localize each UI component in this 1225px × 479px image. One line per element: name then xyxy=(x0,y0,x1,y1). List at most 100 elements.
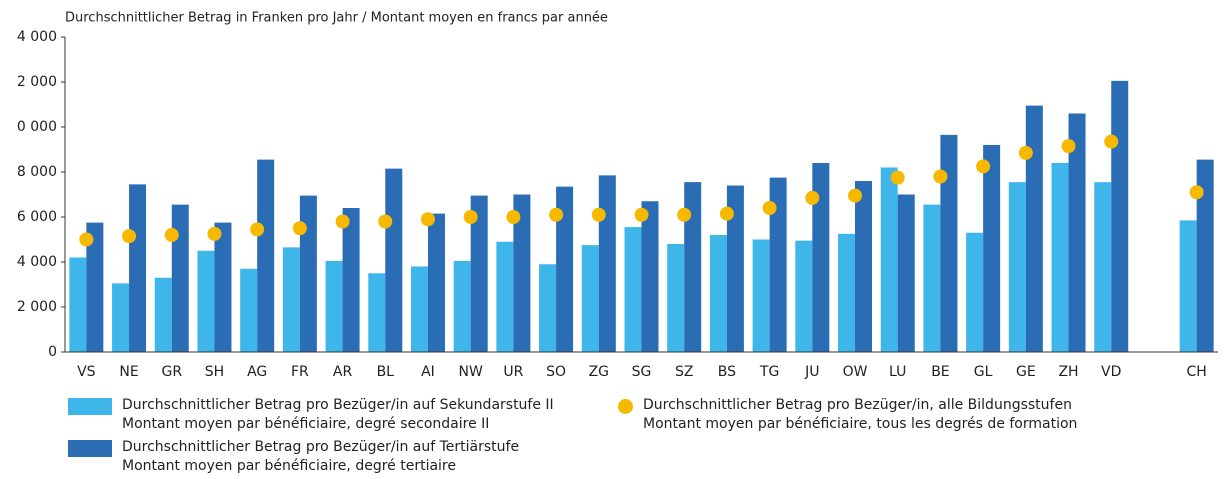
bar xyxy=(855,181,873,352)
dot xyxy=(463,210,478,224)
bar xyxy=(709,235,727,352)
bar xyxy=(299,195,317,352)
y-tick-label: 2 000 xyxy=(17,299,57,315)
bar xyxy=(641,201,659,352)
bar xyxy=(513,194,531,352)
x-tick-label: ZG xyxy=(589,364,609,380)
dot xyxy=(890,170,905,185)
legend-label: Durchschnittlicher Betrag pro Bezüger/in… xyxy=(122,397,554,432)
x-tick-label: BS xyxy=(718,364,736,380)
bar xyxy=(69,257,87,352)
x-tick-label: ZH xyxy=(1058,364,1078,380)
legend-swatch xyxy=(68,398,112,415)
bar xyxy=(282,247,300,352)
dot xyxy=(848,188,863,203)
bar xyxy=(453,260,471,352)
bar xyxy=(795,240,813,352)
x-tick-label: GR xyxy=(161,364,182,380)
dot xyxy=(805,190,820,205)
legend-label: Durchschnittlicher Betrag pro Bezüger/in… xyxy=(643,397,1078,432)
bar xyxy=(214,222,232,352)
bar xyxy=(923,204,941,352)
bar xyxy=(342,208,360,352)
bar xyxy=(325,260,343,352)
dot xyxy=(1061,139,1076,154)
bar xyxy=(197,250,215,352)
bar xyxy=(470,195,488,352)
bar xyxy=(556,186,574,352)
bar xyxy=(667,244,685,352)
bar xyxy=(427,213,445,352)
y-tick-label: 6 000 xyxy=(17,209,57,225)
dot xyxy=(634,207,649,222)
dot xyxy=(1189,185,1204,200)
dot xyxy=(933,169,948,184)
bar xyxy=(86,222,104,352)
x-tick-label: NW xyxy=(459,364,483,380)
bar xyxy=(983,145,1001,352)
legend-label: Durchschnittlicher Betrag pro Bezüger/in… xyxy=(122,439,520,474)
bar xyxy=(598,175,616,352)
x-tick-label: SO xyxy=(546,364,566,380)
x-tick-label: UR xyxy=(503,364,523,380)
y-tick-label: 4 000 xyxy=(17,254,57,270)
bar xyxy=(539,264,557,352)
x-tick-label: AI xyxy=(421,364,435,380)
bar xyxy=(368,273,386,352)
x-tick-label: AR xyxy=(333,364,353,380)
legend-swatch xyxy=(618,399,633,414)
dot xyxy=(292,221,307,236)
bar xyxy=(684,182,702,352)
x-tick-label: OW xyxy=(843,364,868,380)
bar xyxy=(940,134,958,352)
bar xyxy=(1196,159,1214,352)
bar xyxy=(812,163,830,352)
bar xyxy=(257,159,275,352)
x-tick-label: BL xyxy=(377,364,395,380)
x-tick-label: SZ xyxy=(675,364,693,380)
dot xyxy=(335,214,350,229)
bar xyxy=(1051,163,1069,352)
dot xyxy=(420,212,435,227)
x-tick-label: VD xyxy=(1101,364,1121,380)
bar xyxy=(154,277,172,352)
bar xyxy=(171,204,189,352)
x-tick-label: CH xyxy=(1186,364,1206,380)
dot xyxy=(164,228,179,242)
dot xyxy=(591,207,606,222)
bar xyxy=(496,241,514,352)
chart-title: Durchschnittlicher Betrag in Franken pro… xyxy=(65,11,608,26)
y-tick-label: 8 000 xyxy=(17,164,57,180)
x-tick-label: GL xyxy=(974,364,993,380)
x-tick-label: NE xyxy=(119,364,138,380)
x-tick-label: TG xyxy=(759,364,779,380)
dot xyxy=(549,207,564,222)
bar xyxy=(240,268,258,352)
dot xyxy=(976,159,991,174)
bar xyxy=(966,232,984,352)
dot xyxy=(207,226,222,241)
legend-swatch xyxy=(68,440,112,457)
bar xyxy=(752,239,770,352)
dot xyxy=(79,232,94,247)
bar xyxy=(1179,220,1197,352)
x-tick-label: SH xyxy=(205,364,224,380)
x-tick-label: LU xyxy=(889,364,906,380)
bar xyxy=(880,167,898,352)
x-tick-label: FR xyxy=(291,364,309,380)
y-tick-label: 0 000 xyxy=(17,119,57,135)
dot xyxy=(250,222,265,237)
bar xyxy=(1094,182,1112,352)
bar xyxy=(726,185,744,352)
bar xyxy=(112,283,130,352)
dot xyxy=(1018,145,1033,160)
x-tick-label: VS xyxy=(77,364,96,380)
dot xyxy=(1104,134,1119,149)
bar xyxy=(1025,105,1043,352)
bar xyxy=(129,184,147,352)
x-tick-label: AG xyxy=(247,364,267,380)
bar xyxy=(769,177,787,352)
dot xyxy=(506,210,521,224)
chart: Durchschnittlicher Betrag in Franken pro… xyxy=(17,11,1218,380)
